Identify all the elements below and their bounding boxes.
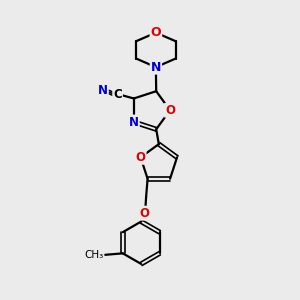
Text: N: N	[98, 84, 108, 97]
Text: N: N	[129, 116, 139, 128]
Text: O: O	[151, 26, 161, 39]
Text: N: N	[151, 61, 161, 74]
Text: O: O	[136, 151, 146, 164]
Text: C: C	[113, 88, 122, 100]
Text: CH₃: CH₃	[84, 250, 104, 260]
Text: O: O	[140, 207, 150, 220]
Text: O: O	[165, 104, 175, 117]
